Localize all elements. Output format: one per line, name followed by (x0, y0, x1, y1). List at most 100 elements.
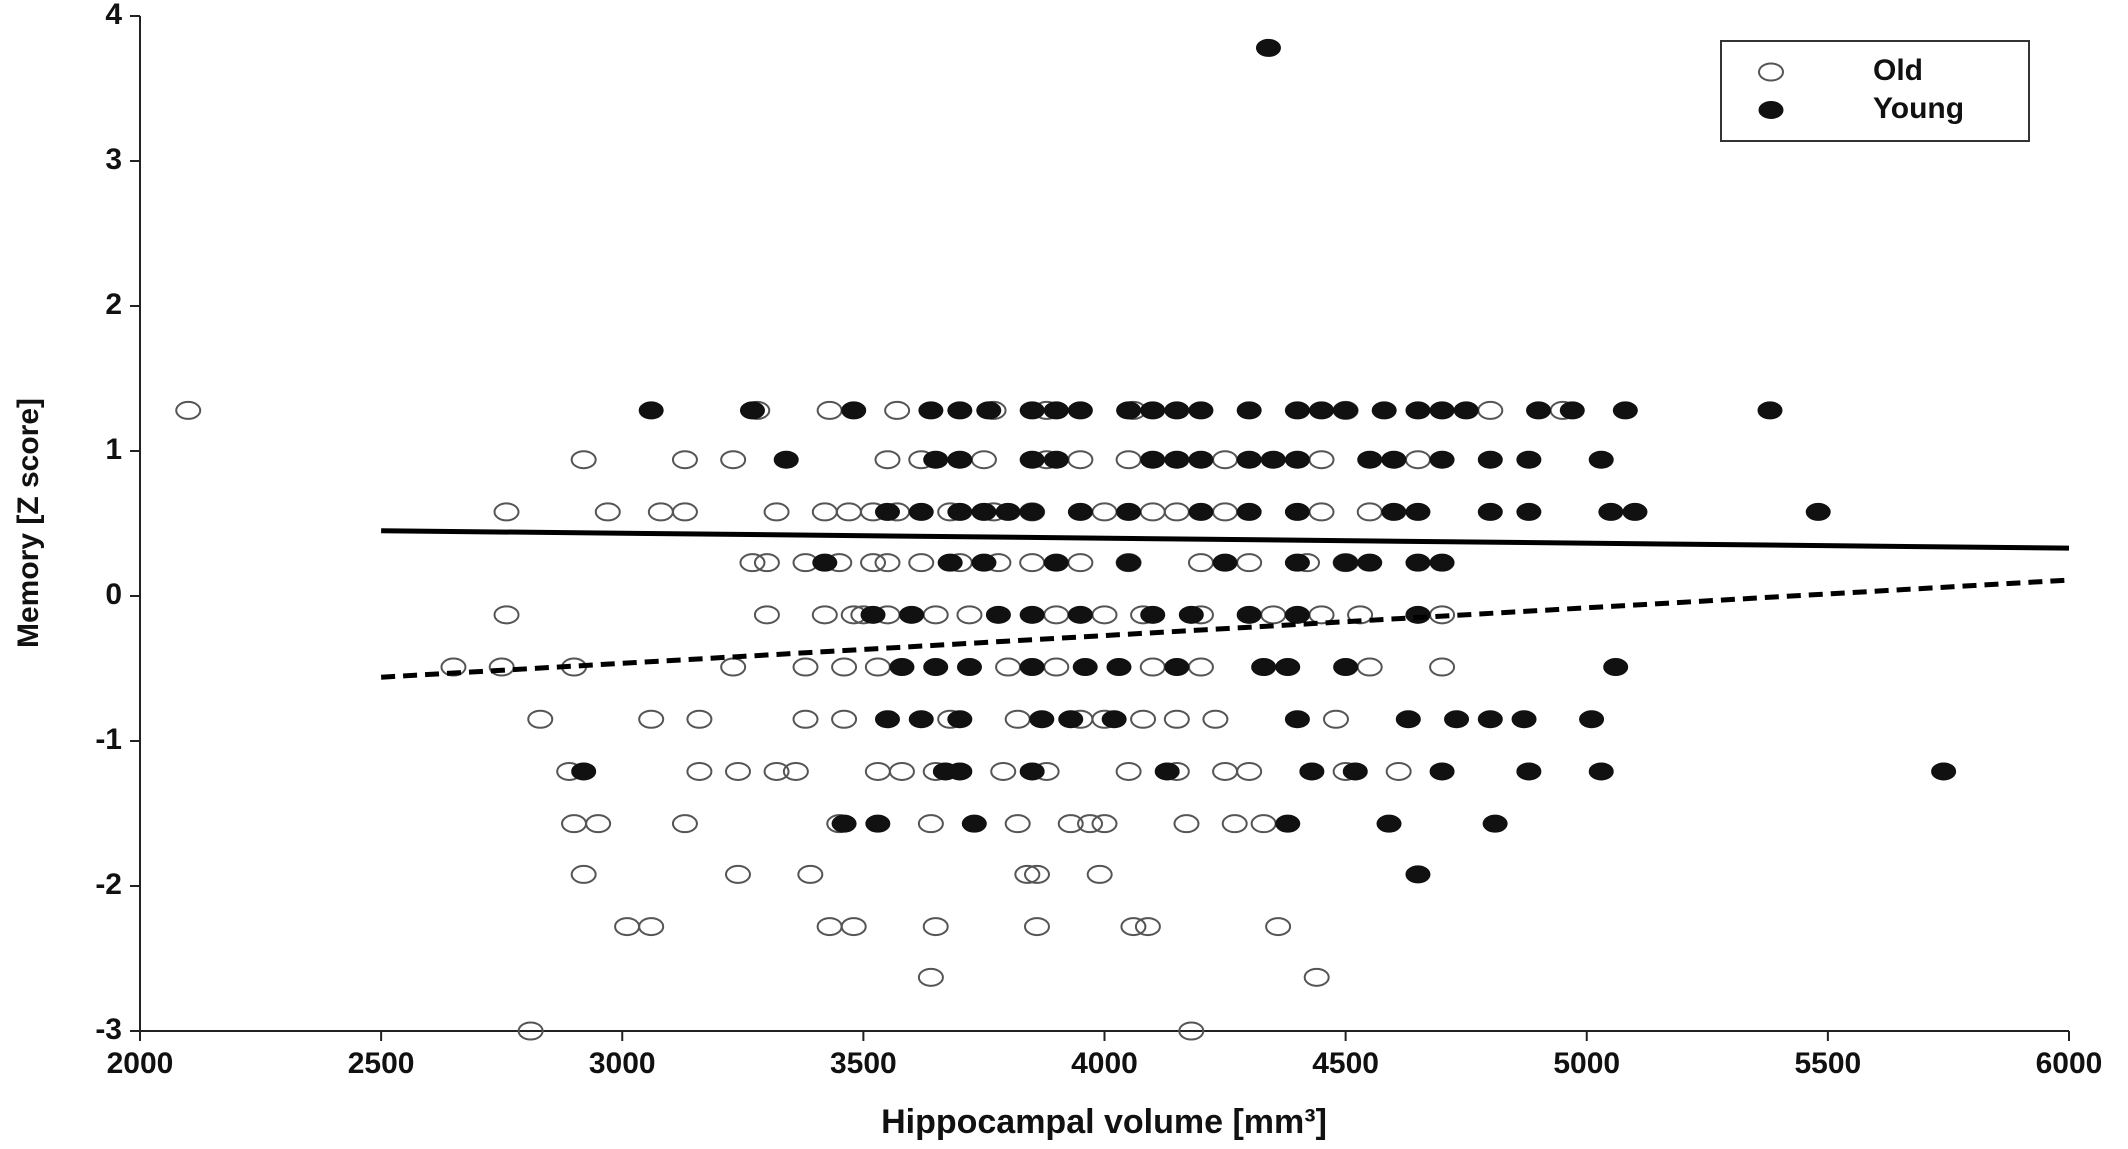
point (1429, 657, 1456, 677)
point (527, 709, 554, 729)
point (1019, 401, 1045, 420)
legend-label: Old (1873, 54, 1923, 87)
point (1275, 658, 1301, 677)
point (1429, 450, 1455, 469)
point (671, 814, 698, 834)
point (1284, 450, 1310, 469)
point (440, 657, 467, 677)
point (1077, 814, 1104, 834)
point (889, 658, 915, 677)
point (811, 605, 838, 625)
point (1603, 658, 1629, 677)
point (797, 864, 824, 884)
point (753, 553, 780, 573)
point (1212, 553, 1238, 572)
point (1559, 401, 1585, 420)
point (1019, 450, 1045, 469)
point (1333, 401, 1359, 420)
point (874, 710, 900, 729)
point (1236, 450, 1262, 469)
point (1381, 502, 1407, 521)
y-tick-label: -3 (95, 1013, 122, 1046)
point (638, 401, 664, 420)
point (990, 761, 1017, 781)
point (739, 401, 765, 420)
point (1405, 865, 1431, 884)
point (1357, 553, 1383, 572)
point (971, 502, 997, 521)
point (1260, 450, 1286, 469)
point (1067, 450, 1094, 470)
point (585, 814, 612, 834)
point (686, 709, 713, 729)
point (763, 502, 790, 522)
point (1805, 502, 1831, 521)
point (888, 761, 915, 781)
point (1019, 553, 1046, 573)
point (1116, 502, 1142, 521)
point (570, 450, 597, 470)
point (1067, 502, 1093, 521)
point (1255, 38, 1281, 57)
y-axis-label: Memory [Z score] (12, 398, 45, 648)
point (571, 762, 597, 781)
point (917, 814, 944, 834)
point (1284, 553, 1310, 572)
point (923, 450, 949, 469)
x-axis-label: Hippocampal volume [mm³] (881, 1103, 1327, 1141)
point (1173, 814, 1200, 834)
point (594, 502, 621, 522)
point (812, 553, 838, 572)
point (908, 710, 934, 729)
point (864, 657, 891, 677)
point (1405, 502, 1431, 521)
point (773, 450, 799, 469)
point (1178, 605, 1204, 624)
point (1308, 502, 1335, 522)
point (570, 864, 597, 884)
point (971, 553, 997, 572)
point (860, 605, 886, 624)
point (1164, 658, 1190, 677)
point (874, 450, 901, 470)
point (1477, 710, 1503, 729)
point (1404, 450, 1431, 470)
y-tick-label: -1 (95, 723, 122, 756)
point (1188, 450, 1214, 469)
x-tick-label: 3000 (589, 1047, 656, 1080)
point (517, 1021, 544, 1041)
point (961, 814, 987, 833)
point (1086, 864, 1113, 884)
point (1284, 710, 1310, 729)
point (1043, 450, 1069, 469)
point (1385, 761, 1412, 781)
point (956, 658, 982, 677)
x-tick-label: 3500 (830, 1047, 897, 1080)
point (1139, 502, 1166, 522)
point (1023, 864, 1050, 884)
point (947, 450, 973, 469)
point (874, 553, 901, 573)
point (1043, 605, 1070, 625)
point (917, 967, 944, 987)
point (831, 814, 857, 833)
point (918, 401, 944, 420)
point (947, 762, 973, 781)
point (970, 450, 997, 470)
point (1333, 658, 1359, 677)
point (1333, 553, 1359, 572)
y-tick-label: -2 (95, 868, 122, 901)
point (865, 814, 891, 833)
point (1029, 710, 1055, 729)
point (1444, 710, 1470, 729)
point (1115, 450, 1142, 470)
point (1482, 814, 1508, 833)
point (686, 761, 713, 781)
point (947, 401, 973, 420)
point (1275, 814, 1301, 833)
fit-line (380, 577, 2070, 680)
point (1188, 502, 1214, 521)
point (1284, 502, 1310, 521)
point (1376, 814, 1402, 833)
